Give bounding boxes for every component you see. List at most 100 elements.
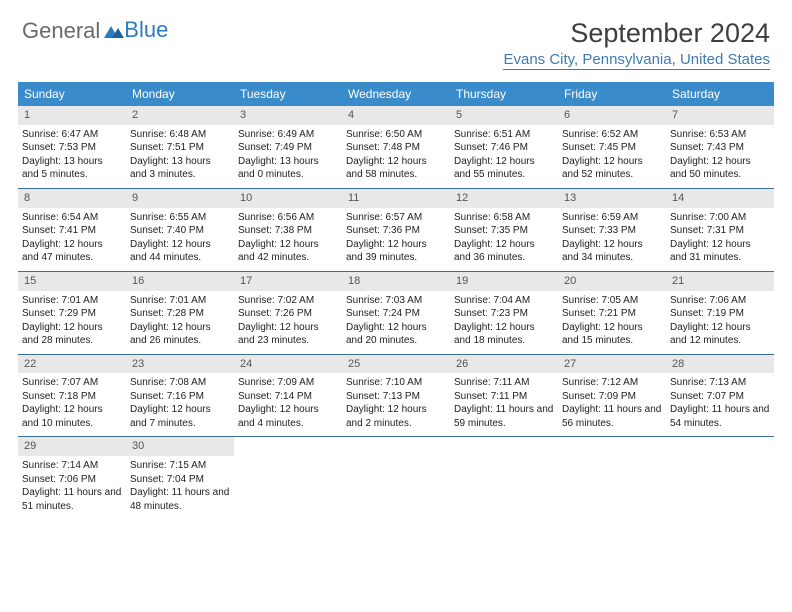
daylight-text: Daylight: 12 hours and 47 minutes. xyxy=(22,238,122,265)
day-number: 29 xyxy=(18,437,126,456)
day-body: Sunrise: 6:57 AMSunset: 7:36 PMDaylight:… xyxy=(342,208,450,271)
day-body: Sunrise: 7:01 AMSunset: 7:29 PMDaylight:… xyxy=(18,291,126,354)
daylight-text: Daylight: 12 hours and 4 minutes. xyxy=(238,403,338,430)
day-number: 26 xyxy=(450,355,558,374)
sunset-text: Sunset: 7:11 PM xyxy=(454,390,554,404)
day-header-cell: Tuesday xyxy=(234,82,342,106)
logo-text-gray: General xyxy=(22,18,100,44)
daylight-text: Daylight: 12 hours and 58 minutes. xyxy=(346,155,446,182)
day-body: Sunrise: 7:07 AMSunset: 7:18 PMDaylight:… xyxy=(18,373,126,436)
daylight-text: Daylight: 12 hours and 18 minutes. xyxy=(454,321,554,348)
sunrise-text: Sunrise: 7:06 AM xyxy=(670,294,770,308)
day-cell xyxy=(342,437,450,519)
sunrise-text: Sunrise: 6:52 AM xyxy=(562,128,662,142)
daylight-text: Daylight: 12 hours and 31 minutes. xyxy=(670,238,770,265)
sunrise-text: Sunrise: 7:08 AM xyxy=(130,376,230,390)
sunrise-text: Sunrise: 7:10 AM xyxy=(346,376,446,390)
day-cell: 10Sunrise: 6:56 AMSunset: 7:38 PMDayligh… xyxy=(234,189,342,271)
sunrise-text: Sunrise: 6:47 AM xyxy=(22,128,122,142)
day-number: 18 xyxy=(342,272,450,291)
day-body: Sunrise: 6:49 AMSunset: 7:49 PMDaylight:… xyxy=(234,125,342,188)
sunrise-text: Sunrise: 7:02 AM xyxy=(238,294,338,308)
day-number: 11 xyxy=(342,189,450,208)
daylight-text: Daylight: 13 hours and 5 minutes. xyxy=(22,155,122,182)
day-header-cell: Friday xyxy=(558,82,666,106)
daylight-text: Daylight: 12 hours and 10 minutes. xyxy=(22,403,122,430)
day-cell: 15Sunrise: 7:01 AMSunset: 7:29 PMDayligh… xyxy=(18,272,126,354)
sunset-text: Sunset: 7:31 PM xyxy=(670,224,770,238)
sunset-text: Sunset: 7:18 PM xyxy=(22,390,122,404)
week-row: 15Sunrise: 7:01 AMSunset: 7:29 PMDayligh… xyxy=(18,272,774,355)
day-number: 1 xyxy=(18,106,126,125)
day-cell: 22Sunrise: 7:07 AMSunset: 7:18 PMDayligh… xyxy=(18,355,126,437)
sunrise-text: Sunrise: 7:15 AM xyxy=(130,459,230,473)
day-header-cell: Monday xyxy=(126,82,234,106)
daylight-text: Daylight: 12 hours and 50 minutes. xyxy=(670,155,770,182)
daylight-text: Daylight: 12 hours and 36 minutes. xyxy=(454,238,554,265)
sunset-text: Sunset: 7:41 PM xyxy=(22,224,122,238)
day-number: 6 xyxy=(558,106,666,125)
day-body: Sunrise: 6:52 AMSunset: 7:45 PMDaylight:… xyxy=(558,125,666,188)
day-cell: 27Sunrise: 7:12 AMSunset: 7:09 PMDayligh… xyxy=(558,355,666,437)
sunset-text: Sunset: 7:07 PM xyxy=(670,390,770,404)
day-cell: 18Sunrise: 7:03 AMSunset: 7:24 PMDayligh… xyxy=(342,272,450,354)
day-body: Sunrise: 7:12 AMSunset: 7:09 PMDaylight:… xyxy=(558,373,666,436)
sunrise-text: Sunrise: 7:07 AM xyxy=(22,376,122,390)
day-number: 13 xyxy=(558,189,666,208)
day-header-cell: Sunday xyxy=(18,82,126,106)
day-number: 24 xyxy=(234,355,342,374)
day-cell: 13Sunrise: 6:59 AMSunset: 7:33 PMDayligh… xyxy=(558,189,666,271)
daylight-text: Daylight: 13 hours and 3 minutes. xyxy=(130,155,230,182)
day-number: 12 xyxy=(450,189,558,208)
sunset-text: Sunset: 7:46 PM xyxy=(454,141,554,155)
daylight-text: Daylight: 12 hours and 2 minutes. xyxy=(346,403,446,430)
sunset-text: Sunset: 7:38 PM xyxy=(238,224,338,238)
day-header-cell: Wednesday xyxy=(342,82,450,106)
sunset-text: Sunset: 7:48 PM xyxy=(346,141,446,155)
day-cell xyxy=(558,437,666,519)
day-body: Sunrise: 7:14 AMSunset: 7:06 PMDaylight:… xyxy=(18,456,126,519)
sunrise-text: Sunrise: 6:56 AM xyxy=(238,211,338,225)
header: General Blue September 2024 Evans City, … xyxy=(0,0,792,76)
sunrise-text: Sunrise: 6:53 AM xyxy=(670,128,770,142)
sunrise-text: Sunrise: 7:01 AM xyxy=(130,294,230,308)
sunset-text: Sunset: 7:26 PM xyxy=(238,307,338,321)
daylight-text: Daylight: 11 hours and 56 minutes. xyxy=(562,403,662,430)
sunrise-text: Sunrise: 7:03 AM xyxy=(346,294,446,308)
day-body: Sunrise: 7:15 AMSunset: 7:04 PMDaylight:… xyxy=(126,456,234,519)
day-body: Sunrise: 7:01 AMSunset: 7:28 PMDaylight:… xyxy=(126,291,234,354)
day-header-cell: Saturday xyxy=(666,82,774,106)
day-number: 30 xyxy=(126,437,234,456)
day-number: 27 xyxy=(558,355,666,374)
day-body: Sunrise: 7:00 AMSunset: 7:31 PMDaylight:… xyxy=(666,208,774,271)
day-body: Sunrise: 7:06 AMSunset: 7:19 PMDaylight:… xyxy=(666,291,774,354)
day-body: Sunrise: 6:58 AMSunset: 7:35 PMDaylight:… xyxy=(450,208,558,271)
sunrise-text: Sunrise: 7:04 AM xyxy=(454,294,554,308)
logo-text-blue: Blue xyxy=(124,17,168,43)
daylight-text: Daylight: 12 hours and 34 minutes. xyxy=(562,238,662,265)
day-body: Sunrise: 6:56 AMSunset: 7:38 PMDaylight:… xyxy=(234,208,342,271)
day-cell: 23Sunrise: 7:08 AMSunset: 7:16 PMDayligh… xyxy=(126,355,234,437)
daylight-text: Daylight: 12 hours and 52 minutes. xyxy=(562,155,662,182)
sunrise-text: Sunrise: 6:51 AM xyxy=(454,128,554,142)
daylight-text: Daylight: 11 hours and 51 minutes. xyxy=(22,486,122,513)
day-cell: 30Sunrise: 7:15 AMSunset: 7:04 PMDayligh… xyxy=(126,437,234,519)
daylight-text: Daylight: 12 hours and 7 minutes. xyxy=(130,403,230,430)
week-row: 8Sunrise: 6:54 AMSunset: 7:41 PMDaylight… xyxy=(18,189,774,272)
day-cell: 14Sunrise: 7:00 AMSunset: 7:31 PMDayligh… xyxy=(666,189,774,271)
week-row: 22Sunrise: 7:07 AMSunset: 7:18 PMDayligh… xyxy=(18,355,774,438)
day-body: Sunrise: 7:04 AMSunset: 7:23 PMDaylight:… xyxy=(450,291,558,354)
sunset-text: Sunset: 7:53 PM xyxy=(22,141,122,155)
day-body: Sunrise: 6:48 AMSunset: 7:51 PMDaylight:… xyxy=(126,125,234,188)
sunrise-text: Sunrise: 6:59 AM xyxy=(562,211,662,225)
daylight-text: Daylight: 12 hours and 39 minutes. xyxy=(346,238,446,265)
day-cell: 29Sunrise: 7:14 AMSunset: 7:06 PMDayligh… xyxy=(18,437,126,519)
day-number: 20 xyxy=(558,272,666,291)
sunrise-text: Sunrise: 7:01 AM xyxy=(22,294,122,308)
day-body: Sunrise: 6:55 AMSunset: 7:40 PMDaylight:… xyxy=(126,208,234,271)
daylight-text: Daylight: 12 hours and 23 minutes. xyxy=(238,321,338,348)
day-body: Sunrise: 7:13 AMSunset: 7:07 PMDaylight:… xyxy=(666,373,774,436)
day-body: Sunrise: 7:11 AMSunset: 7:11 PMDaylight:… xyxy=(450,373,558,436)
day-cell: 12Sunrise: 6:58 AMSunset: 7:35 PMDayligh… xyxy=(450,189,558,271)
sunset-text: Sunset: 7:35 PM xyxy=(454,224,554,238)
